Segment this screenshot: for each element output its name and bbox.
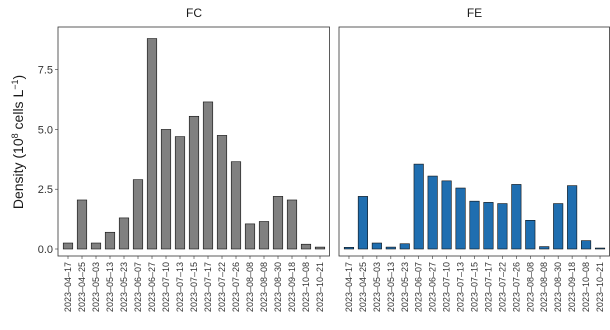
x-tick-label: 2023–05–13 [386, 262, 396, 312]
bar [385, 246, 396, 250]
bar [62, 242, 74, 250]
x-tick-label: 2023–08–30 [273, 262, 283, 312]
bar [244, 223, 256, 250]
bar [455, 187, 466, 250]
bar [483, 202, 494, 250]
bar [230, 161, 242, 250]
bar [469, 200, 480, 250]
x-tick-label: 2023–07–15 [189, 262, 199, 312]
x-tick-label: 2023–08–08 [245, 262, 255, 312]
bar [539, 246, 550, 250]
panel-fc: FC 2023–04–17 2023–04–25 2023–05–03 2023–05–… [38, 6, 330, 312]
bar [399, 243, 410, 250]
x-tick-label: 2023–05–13 [105, 262, 115, 312]
x-tick-label: 2023–05–03 [372, 262, 382, 312]
x-tick-label: 2023–07–22 [497, 262, 507, 312]
bar [146, 38, 158, 250]
bar [343, 247, 355, 250]
y-axis-label-exponent-1: 8 [10, 133, 20, 138]
x-tick-label: 2023–08–08 [259, 262, 269, 312]
x-tick-label: 2023–07–22 [217, 262, 227, 312]
x-tick-label: 2023–05–03 [91, 262, 101, 312]
bar [104, 231, 116, 250]
y-tick-label: 2.5 [38, 184, 53, 196]
bar [371, 242, 382, 250]
x-tick-label: 2023–10–08 [301, 262, 311, 312]
facet-title: FC [186, 6, 202, 20]
x-tick-label: 2023–10–21 [595, 262, 605, 312]
x-tick-label: 2023–07–26 [231, 262, 241, 312]
y-tick-label: 0.0 [38, 244, 53, 256]
x-tick-label: 2023–07–17 [483, 262, 493, 312]
x-tick-label: 2023–07–26 [511, 262, 521, 312]
facet-title: FE [467, 6, 482, 20]
bar [90, 242, 102, 250]
bar [357, 196, 368, 250]
bar [132, 179, 144, 250]
x-tick-label: 2023–09–18 [567, 262, 577, 312]
x-tick-label: 2023–07–10 [161, 262, 171, 312]
bar [300, 243, 312, 250]
bar [76, 199, 88, 250]
y-axis-label-main: Density (10 [10, 138, 26, 209]
y-axis-label: Density (108 cells L−1) [10, 75, 26, 209]
bar [525, 220, 536, 250]
y-axis-label-middle: cells L [10, 90, 26, 134]
bar [553, 203, 564, 250]
x-tick-label: 2023–08–30 [553, 262, 563, 312]
x-tick-label: 2023–06–07 [414, 262, 424, 312]
bar [188, 115, 200, 250]
bar [216, 135, 228, 250]
x-tick-label: 2023–09–18 [287, 262, 297, 312]
x-tick-label: 2023–07–10 [442, 262, 452, 312]
x-tick-label: 2023–05–23 [119, 262, 129, 312]
x-tick-label: 2023–10–08 [581, 262, 591, 312]
x-tick-label: 2023–07–17 [203, 262, 213, 312]
bar [581, 240, 592, 250]
x-tick-label: 2023–04–25 [77, 262, 87, 312]
x-tick-label: 2023–06–07 [133, 262, 143, 312]
bar [567, 185, 578, 250]
x-tick-label: 2023–05–23 [400, 262, 410, 312]
x-tick-label: 2023–06–27 [428, 262, 438, 312]
y-axis-label-end: ) [10, 75, 26, 80]
x-tick-label: 2023–04–25 [358, 262, 368, 312]
bar [441, 180, 452, 250]
panels: FC 2023–04–17 2023–04–25 2023–05–03 2023–05–… [38, 6, 610, 312]
bar [594, 247, 606, 250]
bar [427, 175, 438, 250]
x-tick-label: 2023–08–08 [525, 262, 535, 312]
panel-fe: FE 2023–04–17 2023–04–25 2023–05–03 2023–05–… [338, 6, 610, 312]
x-tick-label: 2023–07–15 [470, 262, 480, 312]
bar [511, 184, 522, 250]
y-axis-label-exponent-2: −1 [10, 80, 20, 90]
x-tick-label: 2023–10–21 [315, 262, 325, 312]
bar [202, 101, 214, 250]
bar [258, 221, 270, 250]
x-tick-label: 2023–06–27 [147, 262, 157, 312]
bar [314, 246, 326, 250]
x-tick-label: 2023–07–13 [456, 262, 466, 312]
x-tick-label: 2023–04–17 [344, 262, 354, 312]
x-tick-label: 2023–04–17 [63, 262, 73, 312]
bar [118, 217, 130, 250]
x-tick-label: 2023–07–13 [175, 262, 185, 312]
y-tick-label: 5.0 [38, 124, 53, 136]
bar [497, 203, 508, 250]
bar [286, 199, 298, 250]
y-tick-label: 7.5 [38, 65, 53, 77]
bar [160, 129, 172, 250]
x-tick-label: 2023–08–08 [539, 262, 549, 312]
bar [413, 163, 424, 250]
bar [174, 136, 186, 250]
bar [272, 196, 284, 250]
